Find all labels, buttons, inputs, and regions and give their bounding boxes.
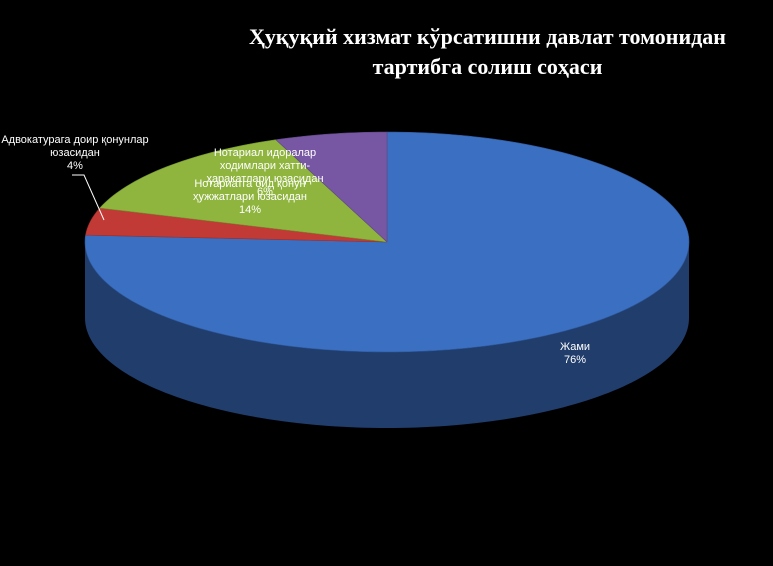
data-label-name: Нотариатга оид қонун ҳужжатлари юзасидан xyxy=(192,178,308,203)
data-label: Адвокатурага доир қонунлар юзасидан 4% xyxy=(0,134,150,173)
data-label-value: 14% xyxy=(238,204,262,216)
slice-side xyxy=(85,242,689,428)
slice xyxy=(85,207,388,243)
data-label-name: Жами xyxy=(559,341,591,353)
data-label: Нотариатга оид қонун ҳужжатлари юзасидан… xyxy=(180,178,320,217)
data-label-value: 6% xyxy=(257,186,273,198)
data-label: Нотариал идоралар ходимлари хатти-ҳарака… xyxy=(200,147,330,199)
leader-line xyxy=(72,174,105,221)
data-label-name: Адвокатурага доир қонунлар юзасидан xyxy=(1,134,149,159)
slice xyxy=(99,139,388,243)
data-label-value: 4% xyxy=(67,160,83,172)
chart-title: Ҳуқуқий хизмат кўрсатишни давлат томонид… xyxy=(249,24,726,79)
data-label: Жами 76% xyxy=(520,341,630,367)
slice xyxy=(275,131,388,243)
data-label-value: 76% xyxy=(563,354,587,366)
data-label-name: Нотариал идоралар ходимлари хатти-ҳарака… xyxy=(206,147,324,185)
